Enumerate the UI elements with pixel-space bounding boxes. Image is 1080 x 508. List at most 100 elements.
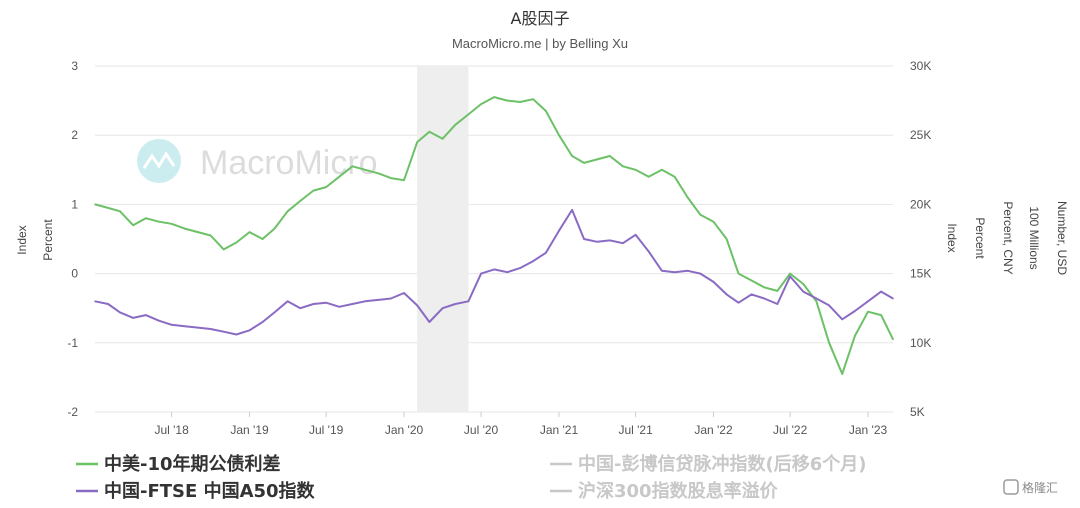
data-point [273, 311, 276, 314]
legend-item[interactable]: 中国-FTSE 中国A50指数 [76, 480, 316, 502]
corner-logo: 格隆汇 [1003, 479, 1058, 495]
right-axis-label: Index [945, 223, 959, 252]
data-point [854, 310, 856, 312]
right-axis-label: Percent, CNY [1001, 201, 1015, 274]
legend-label: 中国-彭博信贷脉冲指数(后移6个月) [578, 453, 866, 475]
data-point [286, 300, 289, 303]
x-tick-label: Jul '20 [464, 423, 499, 437]
data-point [506, 271, 509, 274]
data-point [145, 314, 147, 316]
data-point [351, 303, 354, 305]
data-point [364, 300, 366, 303]
legend-item[interactable]: 沪深300指数股息率溢价 [550, 480, 779, 502]
left-tick-label: -2 [67, 405, 78, 419]
corner-logo-text: 格隆汇 [1022, 480, 1058, 495]
data-point [608, 239, 611, 242]
data-point [647, 175, 650, 178]
data-point [519, 101, 521, 103]
legend-item[interactable]: 中国-彭博信贷脉冲指数(后移6个月) [550, 453, 866, 475]
data-point [94, 203, 96, 206]
series-line [94, 96, 894, 375]
data-point [725, 293, 728, 296]
x-tick-label: Jul '19 [309, 423, 344, 437]
data-point [815, 300, 818, 303]
left-axis-ticks: 3 2 1 0 -1 -2 [67, 59, 78, 419]
data-point [235, 241, 238, 244]
data-point [312, 303, 315, 305]
data-point [712, 281, 715, 283]
legend-item[interactable]: 中美-10年期公债利差 [76, 453, 281, 475]
data-point [583, 162, 585, 164]
data-point [699, 272, 702, 275]
series-line [94, 208, 894, 336]
data-point [673, 175, 676, 178]
left-axis-labels: Index Percent [15, 219, 55, 261]
legend-label: 沪深300指数股息率溢价 [578, 480, 779, 502]
data-point [119, 210, 121, 213]
data-point [763, 297, 766, 300]
data-point [789, 272, 791, 275]
data-point [519, 267, 521, 269]
data-point [673, 271, 676, 274]
data-point [183, 227, 186, 230]
data-point [506, 99, 509, 102]
data-point [622, 165, 624, 168]
data-point [686, 270, 689, 272]
chart-title: A股因子 [511, 9, 570, 28]
data-point [132, 317, 134, 319]
series-2 [94, 208, 894, 336]
data-point [763, 286, 766, 289]
data-point [312, 189, 315, 192]
data-point [892, 297, 894, 300]
data-point [558, 134, 560, 136]
data-point [867, 310, 869, 313]
x-tick-label: Jan '22 [694, 423, 733, 437]
data-point [776, 303, 779, 305]
data-point [248, 231, 251, 233]
data-point [854, 335, 856, 337]
data-point [571, 209, 573, 211]
data-point [480, 272, 482, 275]
data-point [841, 318, 843, 321]
data-point [608, 155, 611, 157]
data-point [737, 272, 740, 275]
data-point [545, 110, 547, 112]
chart-subtitle: MacroMicro.me | by Belling Xu [452, 36, 628, 51]
data-point [493, 96, 496, 98]
data-point [880, 290, 882, 293]
x-tick-label: Jan '20 [385, 423, 424, 437]
x-tick-label: Jan '23 [849, 423, 888, 437]
right-tick-label: 10K [910, 336, 931, 350]
data-point [454, 124, 457, 126]
x-tick-label: Jan '19 [230, 423, 269, 437]
data-point [467, 300, 470, 303]
data-point [699, 213, 702, 216]
x-tick-label: Jul '22 [773, 423, 808, 437]
data-point [867, 300, 869, 303]
data-point [828, 304, 830, 307]
data-point [712, 220, 715, 223]
data-point [390, 177, 392, 179]
data-point [634, 169, 637, 171]
data-point [170, 222, 173, 225]
left-tick-label: 0 [71, 267, 78, 281]
watermark: MacroMicro [137, 139, 378, 183]
series-1 [94, 96, 894, 375]
data-point [107, 207, 109, 209]
data-point [661, 270, 663, 272]
right-axis-label: Percent [973, 217, 987, 259]
data-point [338, 306, 341, 308]
gridlines [95, 65, 893, 413]
data-point [686, 196, 689, 199]
data-point [377, 172, 380, 175]
data-point [776, 290, 779, 292]
data-point [170, 324, 173, 326]
data-point [750, 293, 753, 296]
data-point [145, 217, 147, 220]
data-point [119, 311, 121, 314]
data-point [532, 98, 534, 101]
data-point [403, 292, 405, 294]
data-point [841, 373, 843, 375]
right-tick-label: 25K [910, 128, 931, 142]
